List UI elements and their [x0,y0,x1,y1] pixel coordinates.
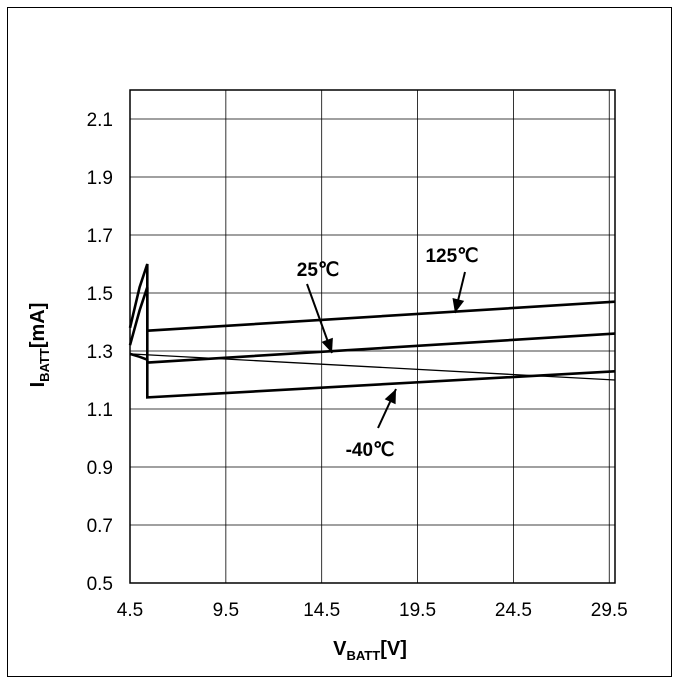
x-axis-label: VBATT[V] [333,638,407,663]
y-tick-label: 0.9 [87,458,113,479]
y-tick-label: 1.3 [87,342,113,363]
series-layer [128,263,616,399]
y-tick-label: 1.1 [87,400,113,421]
annotations: 125℃ 25℃ -40℃ [297,246,479,461]
tick-labels: 4.5 9.5 14.5 19.5 24.5 29.5 0.5 0.7 0.9 1.1 1.3 1.5… [87,110,628,621]
y-tick-label: 0.5 [87,574,113,595]
y-axis-label: IBATT[mA] [27,303,52,388]
plot-area [129,89,616,584]
series-line [128,286,616,364]
x-tick-label: 19.5 [399,600,436,621]
annotation-label: 25℃ [297,260,339,281]
x-tick-label: 9.5 [213,600,239,621]
y-tick-label: 0.7 [87,516,113,537]
x-tick-label: 14.5 [303,600,340,621]
y-tick-label: 1.7 [87,226,113,247]
series-line [129,353,616,381]
annotation-arrowhead [452,297,465,313]
y-tick-label: 1.5 [87,284,113,305]
x-tick-label: 24.5 [495,600,532,621]
annotation-label: 125℃ [425,246,478,267]
y-tick-label: 1.9 [87,168,113,189]
x-tick-label: 29.5 [591,600,628,621]
series-line [128,263,616,333]
x-tick-label: 4.5 [117,600,143,621]
y-tick-label: 2.1 [87,110,113,131]
grid-lines [129,90,615,584]
series-line [129,352,616,399]
chart-frame [7,7,672,677]
annotation-arrowhead [384,389,396,405]
annotation-arrowhead [321,337,333,353]
annotation-label: -40℃ [346,440,395,461]
